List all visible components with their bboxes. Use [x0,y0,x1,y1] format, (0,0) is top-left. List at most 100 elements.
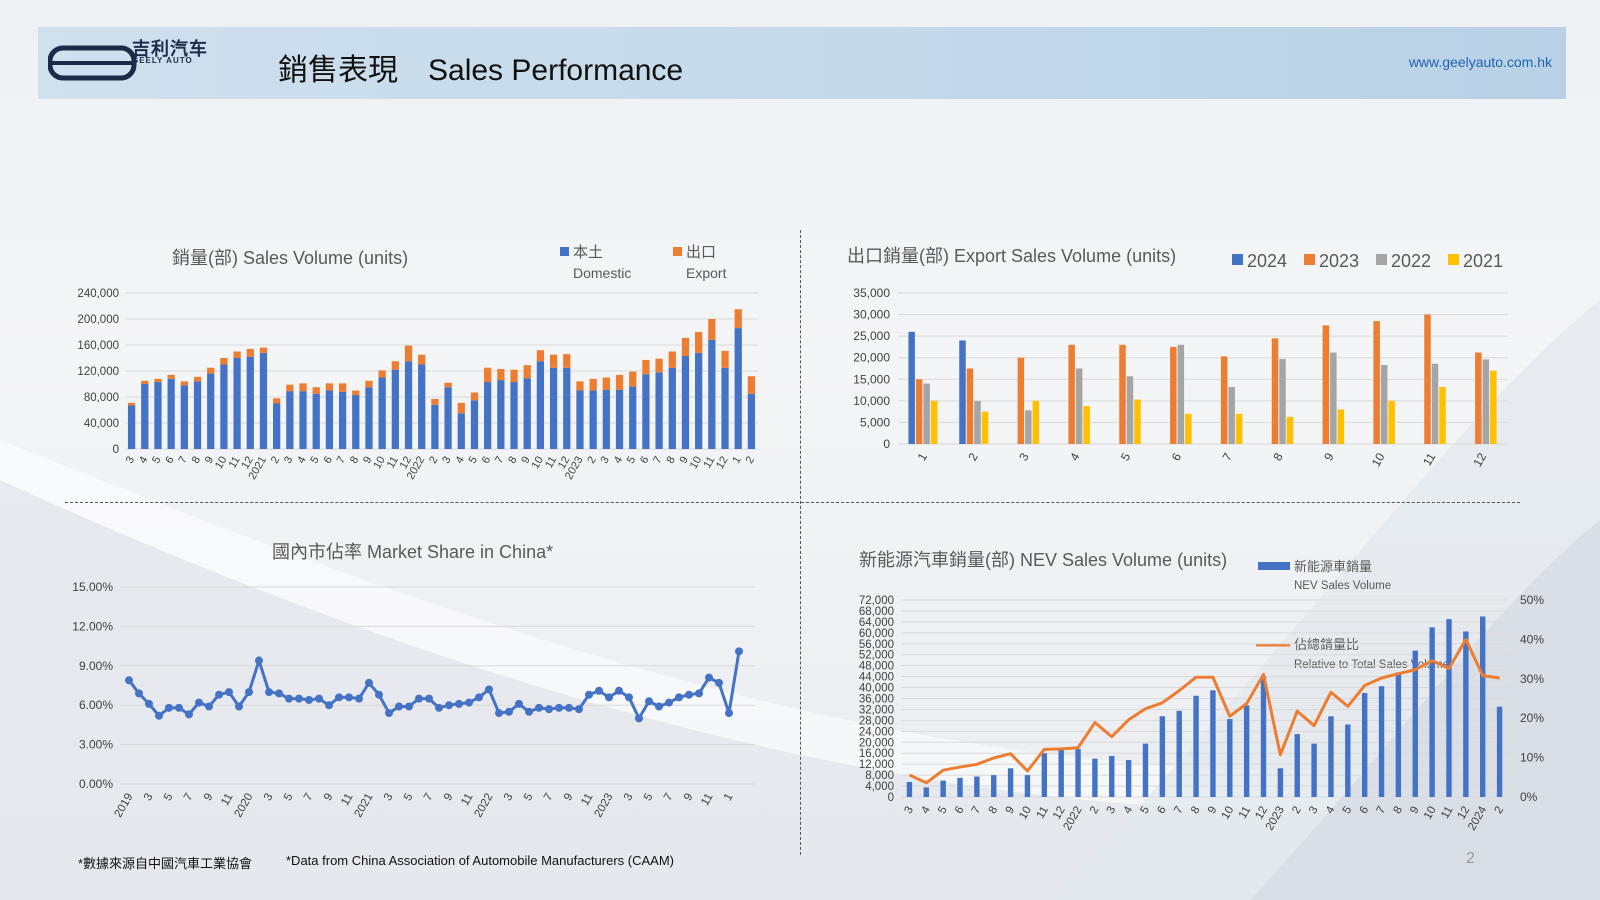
x-tick-label: 4 [137,455,150,466]
bar-2023 [1271,338,1279,444]
y-tick-label: 35,000 [853,286,890,300]
bar-export [629,371,637,387]
bar-export [167,374,175,379]
bar-export [734,309,742,329]
bar-export [708,319,716,340]
bar-2023 [1220,356,1228,444]
bar-domestic [352,395,360,449]
market-share-point [585,690,593,699]
logo-text-cn: 吉利汽车 [132,39,208,59]
bar-domestic [484,382,492,449]
y-tick-label: 25,000 [853,329,890,343]
y-tick-label: 15,000 [853,372,890,386]
market-share-point [135,689,143,698]
bar-export [404,345,413,362]
market-share-point [515,699,523,708]
bar-export [325,383,334,391]
bar-nev [1345,724,1351,797]
bar-2021 [1185,413,1192,444]
bar-nev [1227,719,1233,797]
market-share-point [525,707,533,716]
x-tick-label: 12 [1253,805,1270,822]
x-tick-label: 5 [150,455,163,466]
bar-2022 [974,400,981,444]
bar-domestic [220,364,228,449]
x-tick-label: 11 [219,792,235,808]
x-tick-label: 7 [1375,805,1389,817]
y-tick-label: 52,000 [859,650,894,662]
x-tick-label: 6 [163,455,176,466]
bar-export [431,398,439,405]
x-tick-label: 6 [322,455,335,466]
bar-domestic [233,358,241,449]
x-tick-label: 11 [1439,805,1455,821]
x-tick-label: 2 [1290,805,1304,817]
bar-export [721,350,729,368]
bar-nev [1496,706,1503,797]
y-tick-label: 44,000 [859,672,894,684]
x-tick-label: 5 [282,792,296,804]
y-tick-label: 0 [888,792,894,804]
x-tick-label: 9 [203,455,216,466]
bar-domestic [457,413,465,449]
x-tick-label: 11 [227,455,243,471]
y-tick-label: 15.00% [72,580,113,594]
legend-label-ratio-cn: 佔總銷量比 [1294,637,1359,652]
market-share-point [595,686,603,695]
y2-tick-label: 10% [1520,751,1544,765]
bar-2021 [1235,413,1243,444]
market-share-point [605,693,613,702]
bar-domestic [404,361,413,449]
bar-domestic [391,369,399,449]
x-tick-label: 4 [1122,804,1136,816]
x-tick-label: 8 [348,455,361,466]
market-share-point [565,703,573,712]
bar-export [391,361,399,370]
bar-2022 [923,383,930,444]
bar-export [655,358,663,373]
x-tick-label: 2022 [1061,805,1084,833]
x-tick-label: 10 [1422,805,1439,822]
x-tick-label: 3 [124,455,137,466]
x-tick-label: 10 [371,455,388,472]
y-tick-label: 0 [883,437,890,451]
x-tick-label: 6 [480,455,493,466]
bar-domestic [141,384,149,449]
x-tick-label: 9 [1321,450,1337,463]
market-share-point [465,698,473,707]
bar-export [444,382,452,388]
x-tick-label: 11 [701,455,717,471]
market-share-point [125,676,133,685]
bar-domestic [668,367,676,449]
bar-2021 [1490,370,1497,444]
website-link[interactable]: www.geelyauto.com.hk [1408,54,1552,70]
bar-2021 [1286,416,1294,444]
x-tick-label: 2 [965,450,981,463]
market-share-point [615,686,623,695]
y-tick-label: 20,000 [859,737,894,749]
sales-volume-chart: 銷量(部) Sales Volume (units) 本土 Domestic 出口 Ex… [77,244,758,482]
y-tick-label: 240,000 [77,288,119,300]
bar-nev [991,775,997,797]
bar-domestic [312,393,320,449]
x-tick-label: 12 [1456,805,1473,822]
legend-swatch [1448,254,1459,265]
bar-export [681,337,690,357]
x-tick-label: 3 [1307,805,1321,817]
x-tick-label: 6 [638,455,651,466]
x-tick-label: 10 [529,455,546,472]
bar-nev [906,781,913,797]
y-tick-label: 32,000 [859,704,894,716]
y-tick-label: 24,000 [859,726,894,738]
bar-nev [1193,695,1199,797]
x-tick-label: 5 [162,792,176,804]
bar-domestic [589,390,597,449]
bar-export [642,359,650,375]
market-share-point [735,647,743,656]
bar-export [536,350,545,362]
chart-title: 新能源汽車銷量(部) NEV Sales Volume (units) [859,550,1227,570]
market-share-point [235,702,243,711]
bar-export [193,376,202,382]
x-tick-label: 4 [1067,450,1083,463]
market-share-point [725,709,733,718]
